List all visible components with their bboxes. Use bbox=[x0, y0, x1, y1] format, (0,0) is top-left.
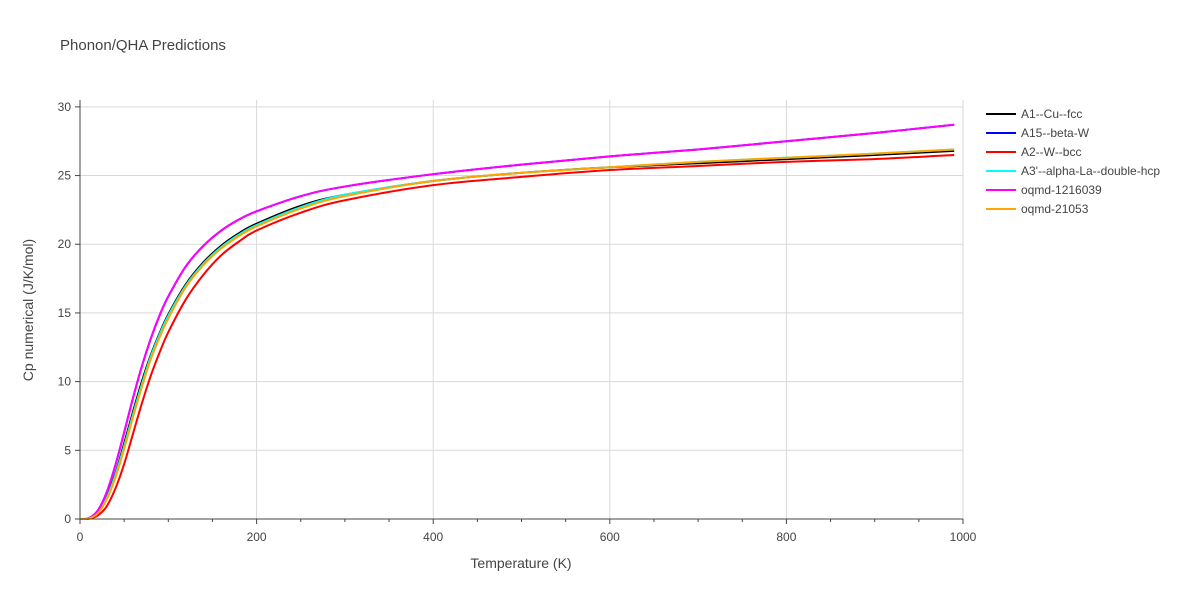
legend-label: A15--beta-W bbox=[1021, 126, 1090, 140]
x-tick-label: 600 bbox=[600, 530, 620, 544]
legend-item-a15-beta-w[interactable]: A15--beta-W bbox=[986, 126, 1090, 140]
legend-label: A1--Cu--fcc bbox=[1021, 107, 1082, 121]
y-tick-label: 30 bbox=[58, 100, 72, 114]
x-tick-label: 0 bbox=[77, 530, 84, 544]
y-tick-label: 25 bbox=[58, 169, 72, 183]
x-tick-label: 1000 bbox=[950, 530, 977, 544]
legend-item-oqmd-21053[interactable]: oqmd-21053 bbox=[986, 202, 1089, 216]
legend-item-a3-alpha-la-double-hcp[interactable]: A3'--alpha-La--double-hcp bbox=[986, 164, 1160, 178]
series-line-a15-beta-w bbox=[79, 123, 955, 521]
legend-label: A3'--alpha-La--double-hcp bbox=[1021, 164, 1160, 178]
series-line-a1-cu-fcc bbox=[79, 149, 955, 521]
x-tick-label: 200 bbox=[247, 530, 267, 544]
y-tick-label: 5 bbox=[64, 443, 71, 457]
y-axis-title: Cp numerical (J/K/mol) bbox=[20, 239, 36, 381]
legend-label: oqmd-21053 bbox=[1021, 202, 1089, 216]
chart-title: Phonon/QHA Predictions bbox=[60, 37, 226, 54]
x-tick-label: 800 bbox=[776, 530, 796, 544]
x-tick-label: 400 bbox=[423, 530, 443, 544]
legend-item-a1-cu-fcc[interactable]: A1--Cu--fcc bbox=[986, 107, 1082, 121]
legend: A1--Cu--fcc A15--beta-W A2--W--bcc A3'--alp… bbox=[986, 107, 1160, 216]
x-axis-title: Temperature (K) bbox=[470, 555, 571, 571]
series-line-a3-alpha-la-double-hcp bbox=[79, 148, 955, 521]
axes: 0 200 400 600 800 1000 0 5 10 15 20 25 30 bbox=[58, 100, 977, 544]
series-lines bbox=[79, 123, 955, 521]
legend-label: oqmd-1216039 bbox=[1021, 183, 1102, 197]
series-line-oqmd-21053 bbox=[79, 148, 955, 521]
y-tick-label: 0 bbox=[64, 512, 71, 526]
series-line-a2-w-bcc bbox=[79, 153, 955, 521]
y-tick-label: 10 bbox=[58, 375, 72, 389]
grid-lines bbox=[80, 100, 964, 519]
y-tick-label: 15 bbox=[58, 306, 72, 320]
series-line-oqmd-1216039 bbox=[79, 123, 955, 521]
legend-item-oqmd-1216039[interactable]: oqmd-1216039 bbox=[986, 183, 1102, 197]
legend-label: A2--W--bcc bbox=[1021, 145, 1081, 159]
y-tick-label: 20 bbox=[58, 237, 72, 251]
legend-item-a2-w-bcc[interactable]: A2--W--bcc bbox=[986, 145, 1081, 159]
